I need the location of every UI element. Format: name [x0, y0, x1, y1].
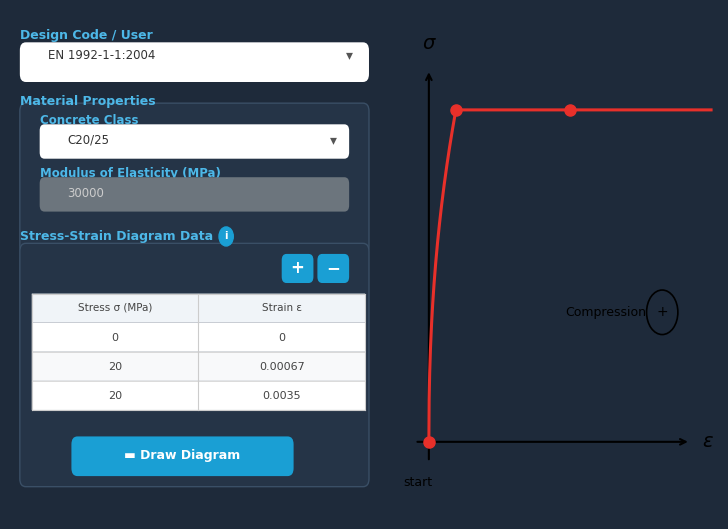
Text: +: +: [657, 305, 668, 320]
Text: i: i: [224, 231, 228, 241]
Text: EN 1992-1-1:2004: EN 1992-1-1:2004: [47, 49, 155, 62]
FancyBboxPatch shape: [32, 352, 365, 381]
Text: C20/25: C20/25: [68, 134, 109, 147]
FancyBboxPatch shape: [20, 103, 369, 254]
FancyBboxPatch shape: [32, 323, 365, 352]
FancyBboxPatch shape: [40, 124, 349, 159]
Text: +: +: [290, 259, 304, 277]
Text: Stress σ (MPa): Stress σ (MPa): [78, 303, 152, 313]
Text: ε: ε: [702, 432, 713, 451]
Text: ▾: ▾: [330, 133, 337, 147]
Text: 20: 20: [108, 391, 122, 400]
Text: 20: 20: [108, 362, 122, 371]
Text: Material Properties: Material Properties: [20, 95, 156, 108]
Text: Compression: Compression: [565, 306, 646, 319]
Text: 0: 0: [111, 333, 119, 342]
Text: 0.00067: 0.00067: [259, 362, 304, 371]
FancyBboxPatch shape: [40, 177, 349, 212]
Text: Design Code / User: Design Code / User: [20, 29, 153, 42]
FancyBboxPatch shape: [32, 294, 365, 323]
FancyBboxPatch shape: [282, 254, 314, 283]
Text: 30000: 30000: [68, 187, 104, 199]
Text: Concrete Class: Concrete Class: [40, 114, 138, 127]
Text: −: −: [326, 259, 340, 277]
Text: 0.0035: 0.0035: [262, 391, 301, 400]
Text: Strain ε: Strain ε: [261, 303, 301, 313]
FancyBboxPatch shape: [20, 243, 369, 487]
Text: ▬ Draw Diagram: ▬ Draw Diagram: [124, 450, 241, 462]
FancyBboxPatch shape: [32, 381, 365, 410]
Text: ▾: ▾: [346, 49, 352, 62]
Text: σ: σ: [423, 34, 435, 53]
Text: start: start: [403, 476, 432, 489]
Circle shape: [219, 227, 233, 246]
FancyBboxPatch shape: [317, 254, 349, 283]
Text: Stress-Strain Diagram Data: Stress-Strain Diagram Data: [20, 230, 213, 243]
FancyBboxPatch shape: [71, 436, 293, 476]
FancyBboxPatch shape: [20, 42, 369, 82]
Text: 0: 0: [278, 333, 285, 342]
Text: Modulus of Elasticity (MPa): Modulus of Elasticity (MPa): [40, 167, 221, 180]
